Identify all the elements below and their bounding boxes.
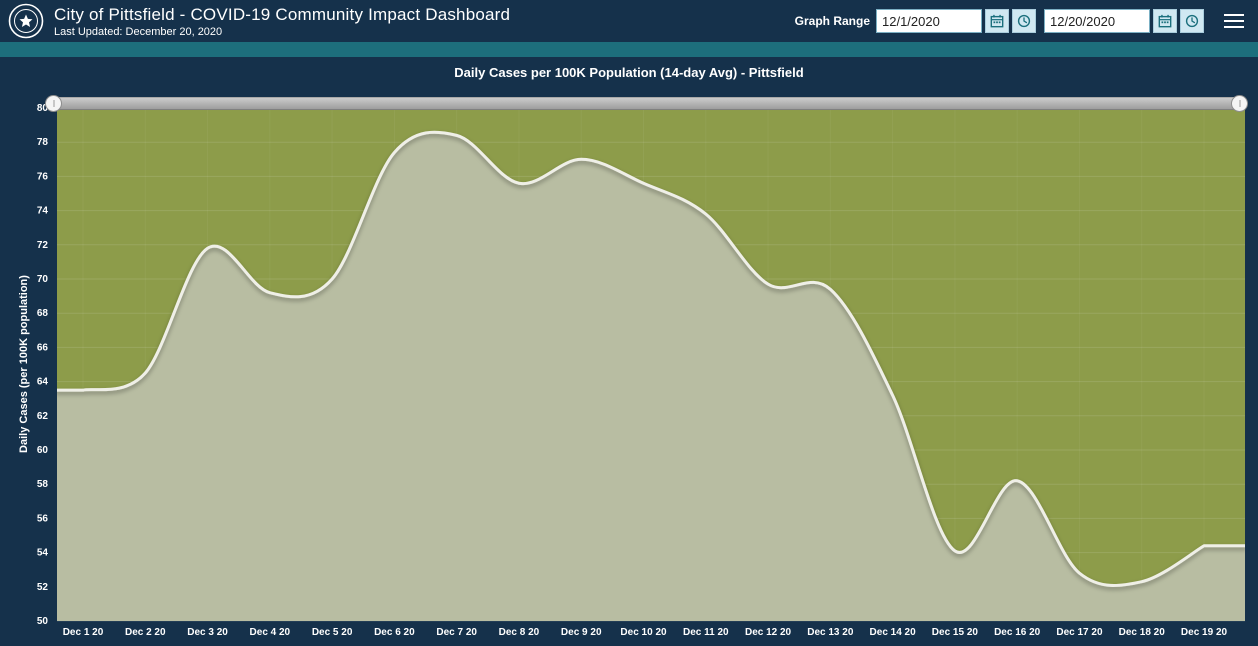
start-date-input[interactable] <box>876 9 982 33</box>
svg-text:66: 66 <box>37 342 49 353</box>
svg-text:58: 58 <box>37 479 49 490</box>
svg-text:Dec 5 20: Dec 5 20 <box>312 627 353 638</box>
svg-text:70: 70 <box>37 274 49 285</box>
svg-text:Dec 11 20: Dec 11 20 <box>683 627 729 638</box>
svg-text:Dec 14 20: Dec 14 20 <box>870 627 917 638</box>
svg-text:Dec 9 20: Dec 9 20 <box>561 627 602 638</box>
chart-range-slider[interactable] <box>45 95 1248 112</box>
app-header: City of Pittsfield - COVID-19 Community … <box>0 0 1258 42</box>
svg-text:Dec 15 20: Dec 15 20 <box>932 627 979 638</box>
svg-text:Dec 8 20: Dec 8 20 <box>499 627 540 638</box>
svg-text:Dec 3 20: Dec 3 20 <box>187 627 228 638</box>
svg-text:Dec 13 20: Dec 13 20 <box>807 627 854 638</box>
svg-text:68: 68 <box>37 308 49 319</box>
svg-text:Dec 4 20: Dec 4 20 <box>250 627 291 638</box>
svg-text:Dec 16 20: Dec 16 20 <box>994 627 1041 638</box>
calendar-icon <box>1158 14 1172 28</box>
end-date-calendar-button[interactable] <box>1153 9 1177 33</box>
start-date-calendar-button[interactable] <box>985 9 1009 33</box>
svg-text:72: 72 <box>37 240 49 251</box>
svg-text:Dec 19 20: Dec 19 20 <box>1181 627 1228 638</box>
range-slider-right-handle[interactable] <box>1231 95 1248 112</box>
graph-range-label: Graph Range <box>794 14 870 28</box>
svg-text:50: 50 <box>37 616 49 627</box>
svg-text:Dec 17 20: Dec 17 20 <box>1056 627 1103 638</box>
chart-title: Daily Cases per 100K Population (14-day … <box>454 65 804 80</box>
hamburger-menu-icon[interactable] <box>1222 10 1246 32</box>
svg-text:Dec 7 20: Dec 7 20 <box>436 627 477 638</box>
clock-icon <box>1185 14 1199 28</box>
svg-text:60: 60 <box>37 445 49 456</box>
svg-text:Dec 10 20: Dec 10 20 <box>620 627 667 638</box>
svg-text:Dec 18 20: Dec 18 20 <box>1119 627 1166 638</box>
svg-text:74: 74 <box>37 206 49 217</box>
end-date-clock-button[interactable] <box>1180 9 1204 33</box>
svg-text:62: 62 <box>37 411 49 422</box>
svg-text:Dec 12 20: Dec 12 20 <box>745 627 792 638</box>
svg-text:Dec 1 20: Dec 1 20 <box>63 627 104 638</box>
svg-text:76: 76 <box>37 171 49 182</box>
end-date-input[interactable] <box>1044 9 1150 33</box>
teal-divider <box>0 42 1258 57</box>
svg-text:Dec 6 20: Dec 6 20 <box>374 627 415 638</box>
start-date-clock-button[interactable] <box>1012 9 1036 33</box>
graph-range-controls: Graph Range <box>795 9 1246 33</box>
svg-text:80: 80 <box>37 103 49 114</box>
svg-text:Dec 2 20: Dec 2 20 <box>125 627 166 638</box>
page-title: City of Pittsfield - COVID-19 Community … <box>54 4 511 24</box>
range-slider-left-handle[interactable] <box>45 95 62 112</box>
last-updated-text: Last Updated: December 20, 2020 <box>54 25 223 38</box>
city-seal-logo <box>8 3 44 39</box>
svg-text:56: 56 <box>37 513 49 524</box>
area-chart[interactable]: 50 52 54 56 58 60 62 64 66 68 70 72 74 76 78 80 Dec 1 20… <box>0 86 1258 646</box>
chart-container: 50 52 54 56 58 60 62 64 66 68 70 72 74 76 78 80 Dec 1 20… <box>0 86 1258 646</box>
y-axis-label: Daily Cases (per 100K population) <box>18 275 30 453</box>
svg-text:54: 54 <box>37 548 49 559</box>
svg-text:64: 64 <box>37 377 49 388</box>
calendar-icon <box>990 14 1004 28</box>
clock-icon <box>1017 14 1031 28</box>
svg-text:78: 78 <box>37 137 49 148</box>
header-branding: City of Pittsfield - COVID-19 Community … <box>8 3 510 39</box>
header-titles: City of Pittsfield - COVID-19 Community … <box>54 5 510 38</box>
svg-text:52: 52 <box>37 582 49 593</box>
